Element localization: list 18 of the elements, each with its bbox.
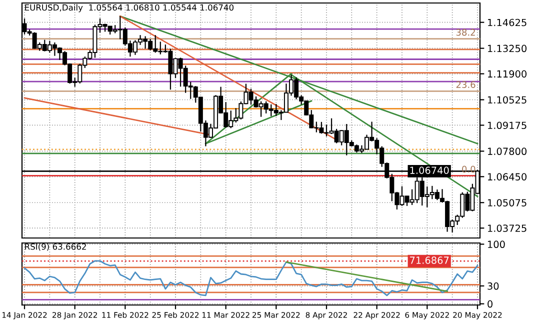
- y-tick-label: 1.10525: [488, 96, 526, 104]
- annotation: 23.6: [456, 81, 476, 88]
- y-tick-label: 1.11900: [488, 70, 527, 78]
- annotation: 38.2: [456, 28, 475, 36]
- ref-line-label: 71.6867: [410, 256, 449, 264]
- y-tick-label: 1.14625: [488, 18, 526, 26]
- ref-line-label: 1.06740: [410, 166, 449, 174]
- y-tick-label: 1.05075: [488, 199, 526, 206]
- y-tick-label: 100: [488, 240, 505, 248]
- y-tick-label: 1.03725: [488, 224, 526, 232]
- y-tick-label: 30: [488, 282, 499, 290]
- y-tick-label: 1.13250: [488, 44, 527, 52]
- y-tick-label: 1.07800: [488, 148, 527, 156]
- chart-title: EURUSD,Daily 1.05564 1.06810 1.05544 1.06740: [25, 4, 234, 12]
- y-tick-label: 0: [488, 300, 492, 308]
- y-tick-label: 1.06450: [488, 173, 527, 180]
- y-tick-label: 1.09175: [488, 122, 526, 130]
- chart-title: RSI(9) 63.6662: [25, 243, 86, 251]
